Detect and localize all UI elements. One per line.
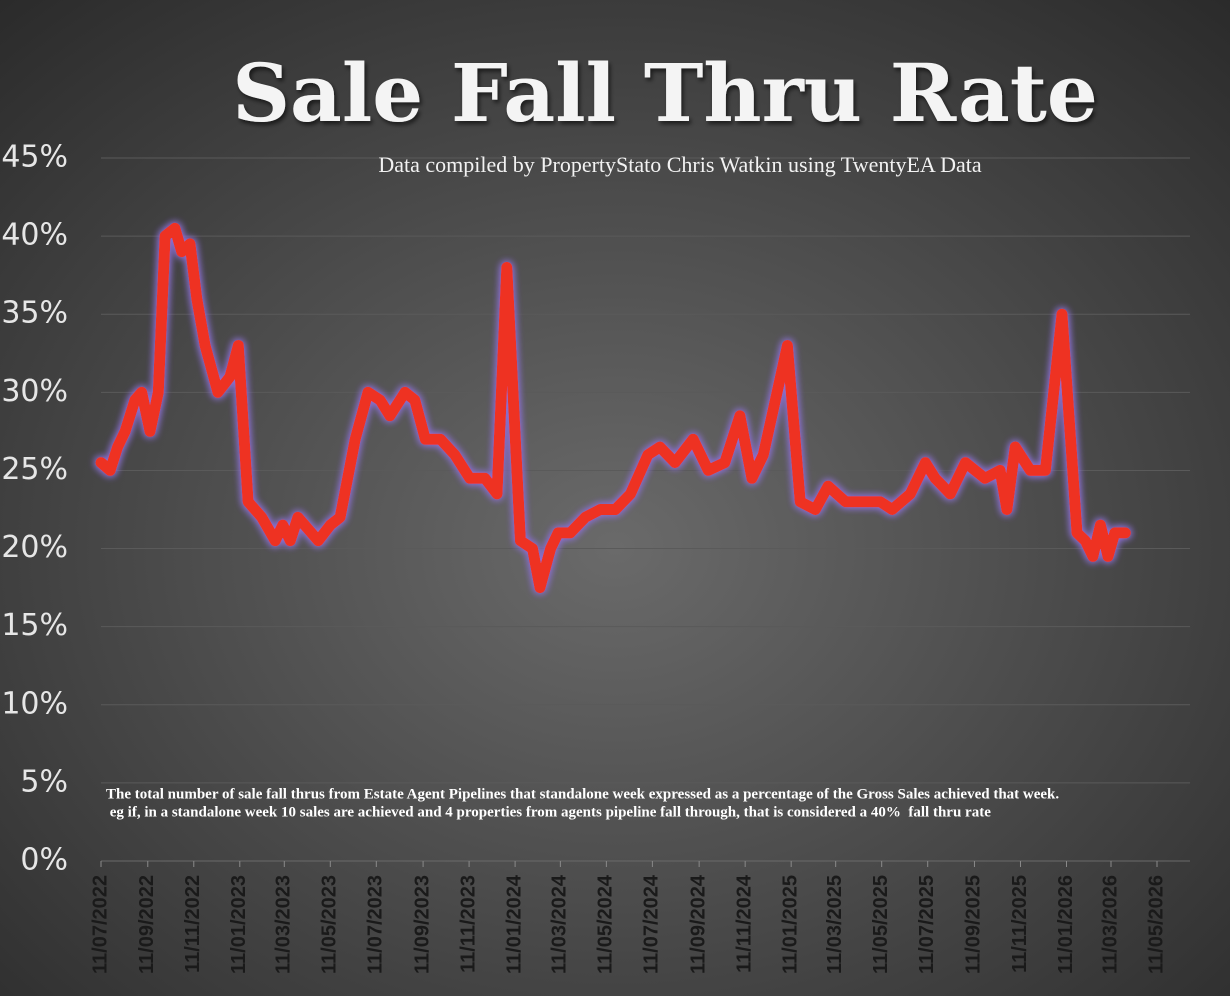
x-tick-label: 11/05/2025 [870,875,892,974]
y-tick-label: 5% [20,764,68,799]
x-tick-label: 11/01/2026 [1055,875,1077,974]
y-tick-label: 30% [1,374,68,409]
x-tick-label: 11/01/2025 [779,875,801,974]
x-tick-label: 11/07/2025 [916,875,938,974]
annotation: The total number of sale fall thrus from… [106,786,1059,802]
data-line [95,222,1131,594]
chart-title: Sale Fall Thru Rate [232,46,1098,140]
x-tick-label: 11/03/2026 [1099,875,1121,974]
x-tick-label: 11/01/2023 [228,875,250,974]
y-tick-label: 20% [1,530,68,565]
y-tick-label: 0% [20,843,68,878]
x-tick-label: 11/09/2025 [963,875,985,974]
x-tick-label: 11/09/2024 [687,874,709,974]
x-tick-label: 11/11/2023 [457,875,479,973]
x-tick-label: 11/07/2024 [641,874,663,974]
y-tick-label: 35% [1,296,68,331]
x-tick-label: 11/11/2024 [733,874,755,973]
x-tick-label: 11/03/2023 [273,875,295,974]
y-tick-label: 10% [1,686,68,721]
x-tick-label: 11/11/2025 [1009,875,1031,973]
x-tick-label: 11/09/2023 [411,875,433,974]
chart-subtitle: Data compiled by PropertyStato Chris Wat… [378,152,981,177]
y-tick-label: 40% [1,218,68,253]
x-tick-label: 11/07/2023 [365,875,387,974]
x-tick-label: 11/03/2024 [549,874,571,974]
x-tick-label: 11/01/2024 [503,874,525,974]
x-tick-label: 11/03/2025 [824,875,846,974]
x-tick-label: 11/07/2022 [89,875,111,974]
y-tick-label: 15% [1,608,68,643]
x-tick-label: 11/05/2026 [1145,875,1167,974]
x-tick-label: 11/09/2022 [136,875,158,974]
annotation: eg if, in a standalone week 10 sales are… [106,804,991,820]
x-tick-label: 11/11/2022 [182,875,204,973]
y-tick-label: 45% [1,140,68,175]
y-tick-label: 25% [1,452,68,487]
x-tick-label: 11/05/2023 [319,875,341,974]
x-tick-label: 11/05/2024 [595,874,617,974]
